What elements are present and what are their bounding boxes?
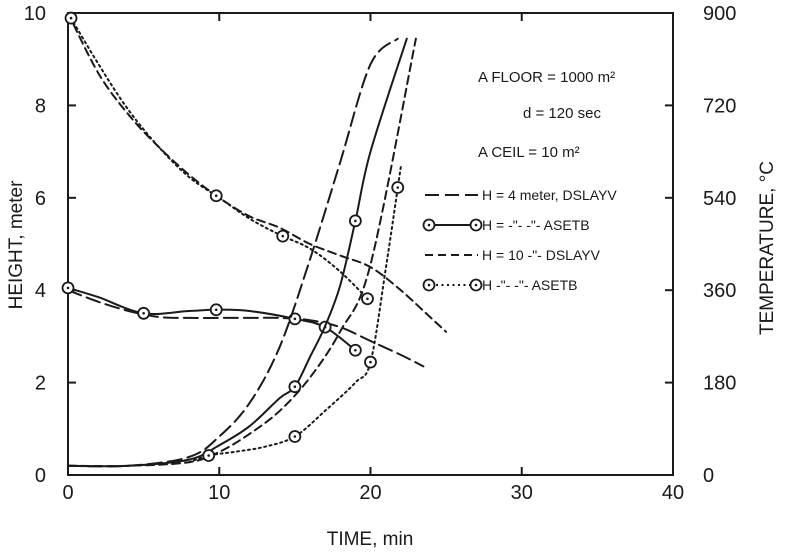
- x-tick-label: 30: [511, 482, 533, 504]
- series-marker-dot: [427, 283, 431, 287]
- y-left-tick-label: 4: [35, 280, 46, 302]
- series-line: [67, 289, 425, 368]
- legend: H = 4 meter, DSLAYV H = -"- -"- ASETB H = …: [422, 187, 617, 293]
- tick-labels: 0 10 20 30 40 0 2 4 6 8 10 0 180 360 540 720 900: [24, 3, 737, 504]
- series-temperature-dotted-circles: [188, 166, 405, 464]
- y-left-tick-label: 0: [35, 465, 46, 487]
- series-marker-dot: [396, 186, 400, 189]
- series-marker-dot: [474, 223, 478, 227]
- series-marker-dot: [207, 454, 210, 457]
- series-marker-dot: [281, 234, 285, 238]
- annotation-floor-area: A FLOOR = 1000 m²: [478, 69, 615, 86]
- y-axis-right-label: TEMPERATURE, °C: [757, 161, 778, 335]
- series-marker-dot: [427, 223, 431, 227]
- series-height-short-dash: [67, 12, 448, 333]
- legend-entry: H -"- -"- ASETB: [422, 277, 578, 293]
- y-right-tick-label: 360: [703, 280, 736, 302]
- x-tick-label: 40: [662, 482, 684, 504]
- series-line: [188, 166, 402, 464]
- y-left-tick-label: 10: [24, 3, 46, 25]
- series-marker-dot: [69, 16, 73, 20]
- y-right-tick-label: 900: [703, 3, 736, 25]
- data-series: [61, 11, 448, 468]
- annotation-duration: d = 120 sec: [523, 105, 601, 122]
- y-right-tick-label: 720: [703, 95, 736, 117]
- legend-label: H = 10 -"- DSLAYV: [482, 247, 601, 263]
- series-marker-dot: [474, 283, 478, 287]
- series-height-solid-circles: [61, 281, 362, 357]
- y-left-tick-label: 2: [35, 373, 46, 395]
- y-left-tick-label: 6: [35, 188, 46, 210]
- x-tick-label: 10: [208, 482, 230, 504]
- series-line: [67, 12, 372, 303]
- series-marker-dot: [214, 308, 218, 312]
- y-axis-left-label: HEIGHT, meter: [6, 180, 27, 309]
- area-annotations: A FLOOR = 1000 m² d = 120 sec A CEIL = 1…: [478, 69, 615, 161]
- legend-entry: H = -"- -"- ASETB: [422, 217, 590, 233]
- series-marker-dot: [214, 194, 218, 198]
- series-temperature-solid-circles: [67, 37, 408, 468]
- series-marker-dot: [354, 348, 357, 352]
- series-marker-dot: [66, 286, 70, 290]
- series-marker-dot: [293, 435, 297, 438]
- series-marker-dot: [366, 297, 369, 301]
- series-line: [67, 286, 357, 352]
- series-line: [67, 37, 417, 468]
- legend-label: H -"- -"- ASETB: [482, 277, 578, 293]
- series-line: [67, 37, 399, 468]
- series-height-dotted-circles: [64, 11, 374, 306]
- x-tick-label: 0: [62, 482, 73, 504]
- y-right-tick-label: 180: [703, 373, 736, 395]
- series-marker-dot: [293, 317, 297, 321]
- y-right-tick-label: 540: [703, 188, 736, 210]
- series-temperature-short-dash: [67, 37, 417, 468]
- x-tick-label: 20: [359, 482, 381, 504]
- legend-entry: H = 4 meter, DSLAYV: [425, 187, 617, 203]
- series-line: [67, 12, 448, 333]
- series-height-long-dash: [67, 289, 425, 368]
- series-marker-dot: [354, 219, 357, 223]
- series-marker-dot: [369, 360, 372, 364]
- legend-label: H = -"- -"- ASETB: [482, 217, 590, 233]
- series-marker-dot: [293, 385, 297, 389]
- legend-entry: H = 10 -"- DSLAYV: [425, 247, 601, 263]
- y-left-tick-label: 8: [35, 95, 46, 117]
- y-right-tick-label: 0: [703, 465, 714, 487]
- legend-label: H = 4 meter, DSLAYV: [482, 187, 617, 203]
- annotation-ceiling-area: A CEIL = 10 m²: [478, 144, 580, 161]
- x-axis-label: TIME, min: [327, 529, 414, 550]
- series-marker-dot: [142, 312, 145, 315]
- series-temperature-long-dash: [67, 37, 399, 468]
